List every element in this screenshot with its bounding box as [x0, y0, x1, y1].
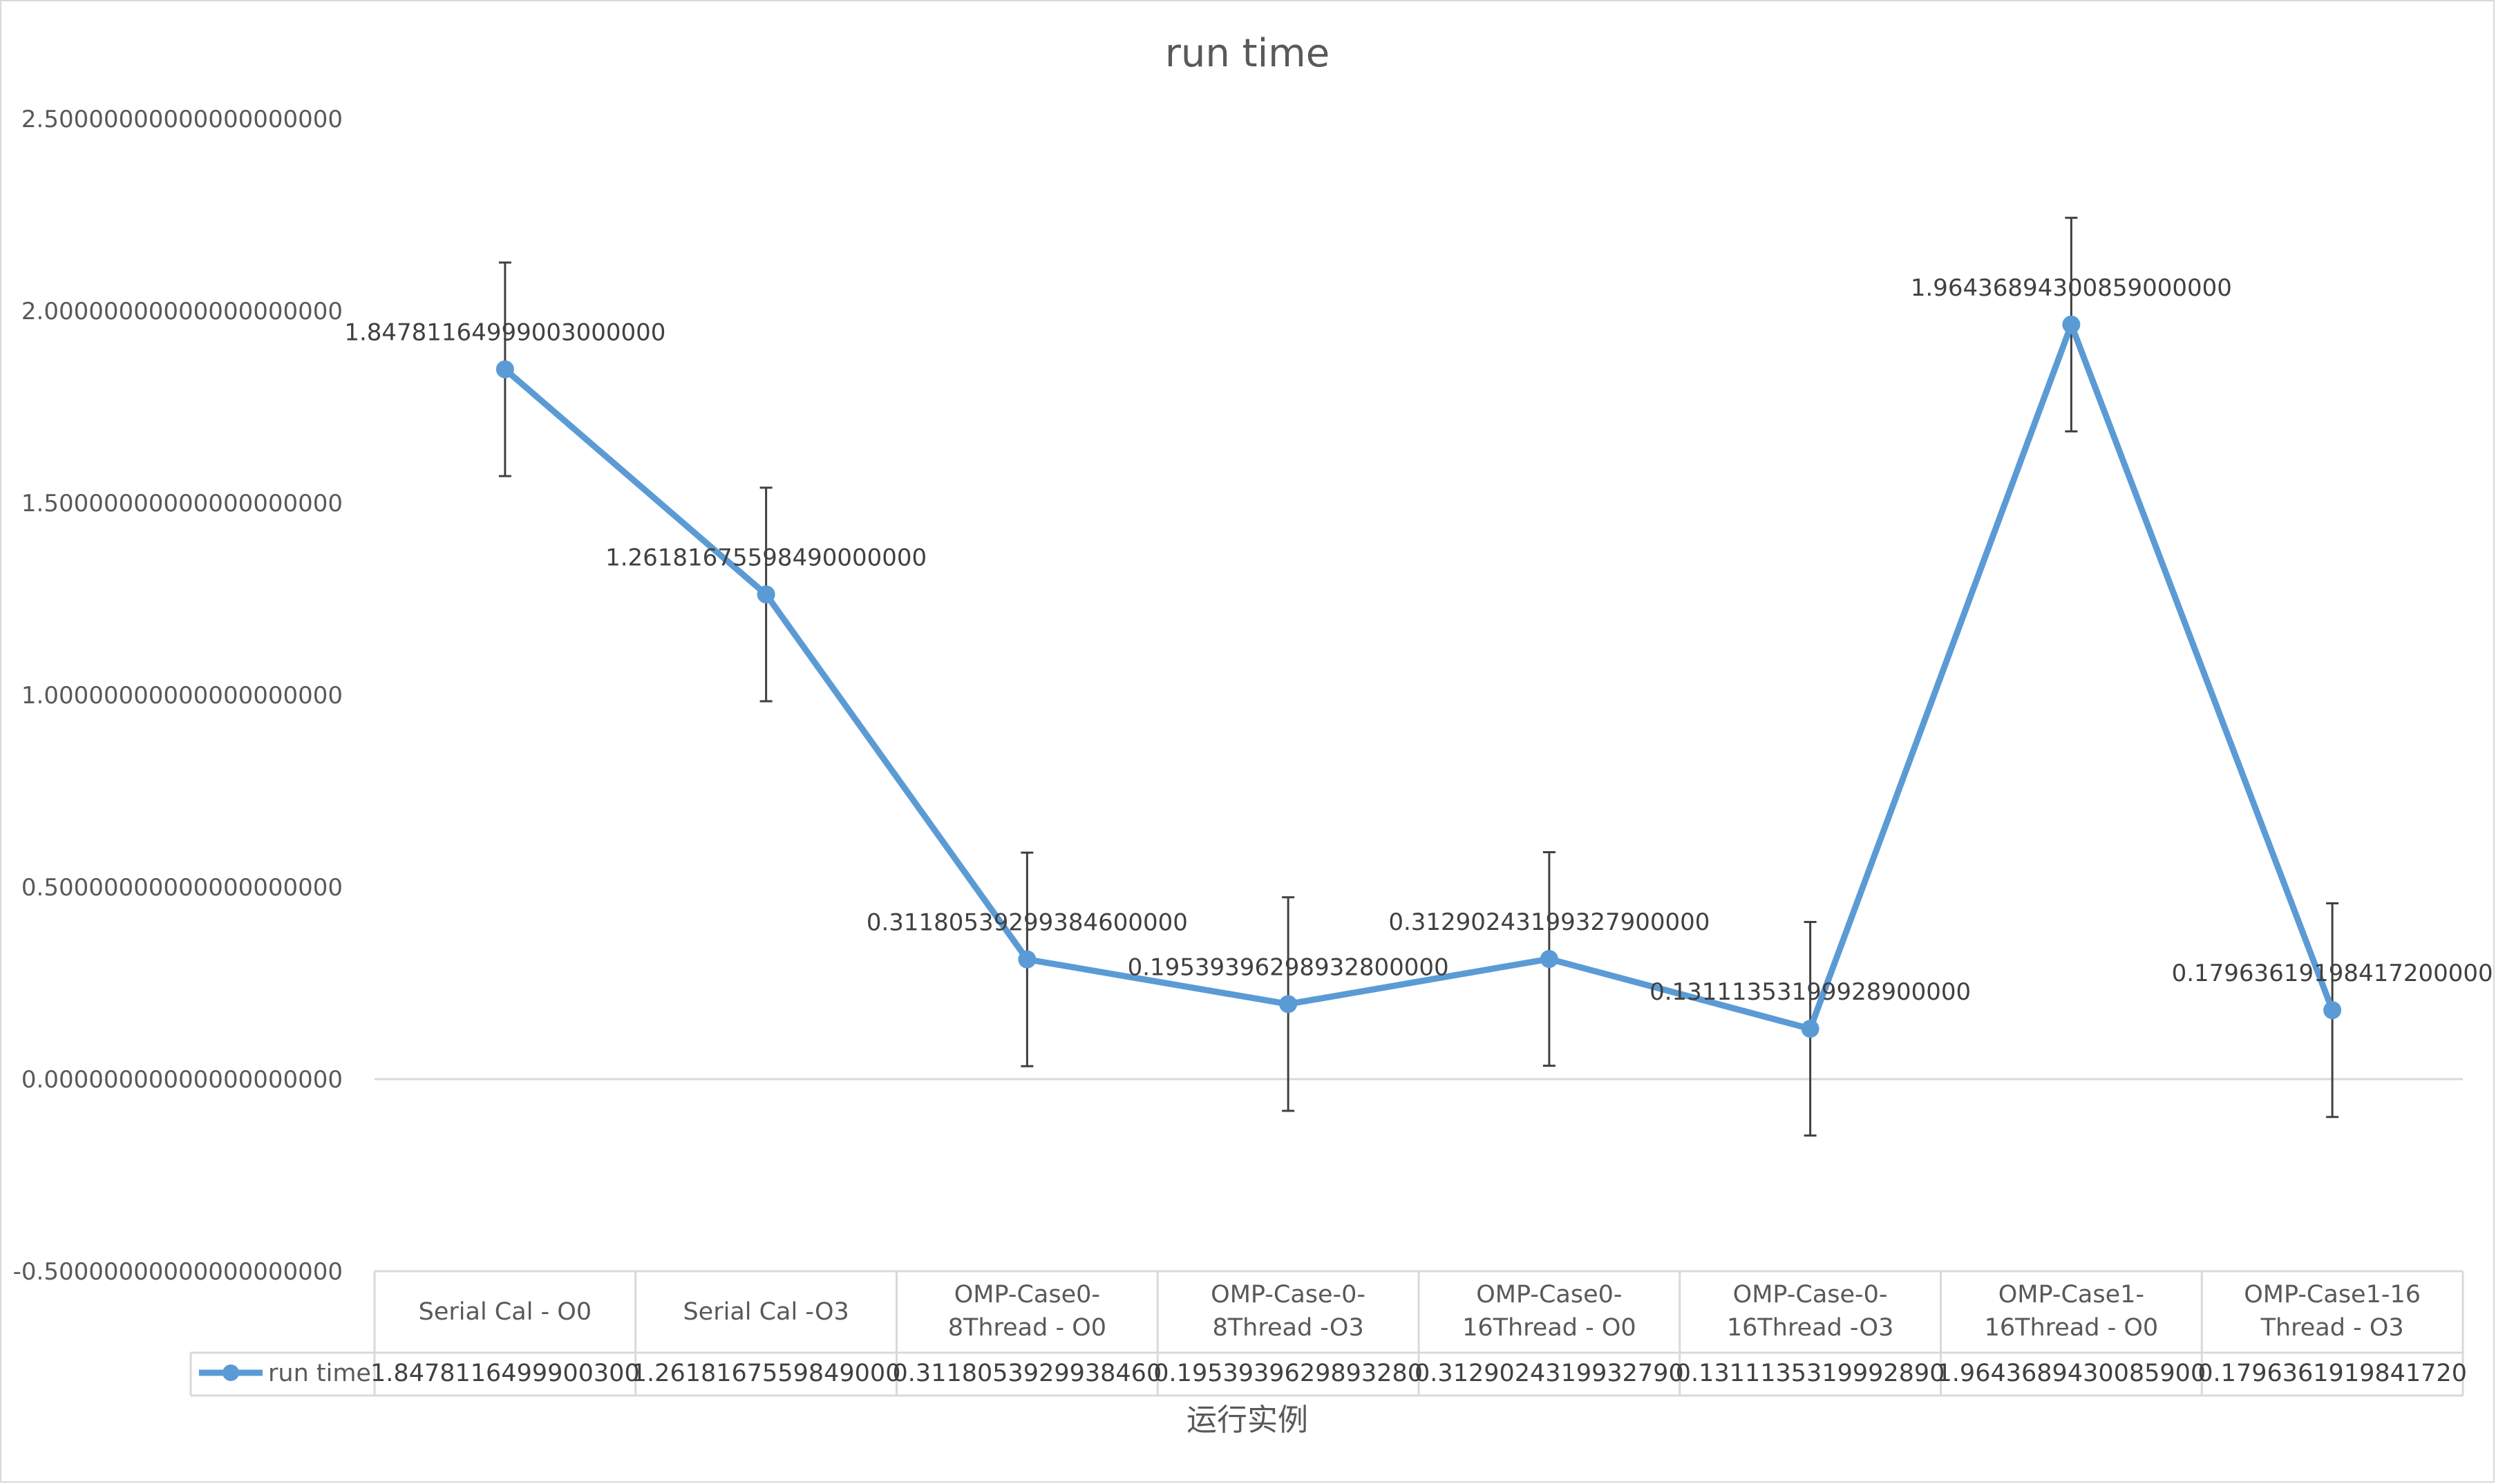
table-value: 0.1311135319992890 — [1676, 1360, 1945, 1387]
category-label: 16Thread - O0 — [1985, 1314, 2159, 1342]
category-label: Serial Cal - O0 — [419, 1298, 592, 1326]
table-value: 0.3118053929938460 — [893, 1360, 1162, 1387]
category-label: 8Thread - O0 — [948, 1314, 1106, 1342]
data-point — [1801, 1020, 1819, 1038]
series-points — [495, 315, 2342, 1038]
category-label: Thread - O3 — [2260, 1314, 2404, 1342]
y-axis-ticks: 2.50000000000000000000 2.0000000000000000… — [13, 106, 343, 1286]
data-point — [1279, 995, 1298, 1014]
legend-series-name: run time — [268, 1360, 371, 1387]
category-label: Serial Cal -O3 — [683, 1298, 849, 1326]
series-line-run-time — [502, 321, 2336, 1032]
data-label: 0.17963619198417200000 — [2172, 960, 2493, 987]
data-point — [1018, 950, 1037, 969]
data-point — [2323, 1001, 2342, 1020]
table-value: 0.1953939629893280 — [1153, 1360, 1423, 1387]
y-tick-label: -0.50000000000000000000 — [13, 1258, 343, 1286]
y-tick-label: 2.50000000000000000000 — [21, 106, 343, 133]
category-label: OMP-Case0- — [954, 1281, 1100, 1309]
legend-marker — [223, 1364, 239, 1381]
data-label: 0.31180539299384600000 — [867, 909, 1188, 937]
data-point — [495, 360, 514, 379]
category-label: 16Thread -O3 — [1727, 1314, 1893, 1342]
data-label: 1.26181675598490000000 — [605, 544, 927, 571]
data-table: Serial Cal - O0 Serial Cal -O3 OMP-Case0- 8… — [189, 1270, 2467, 1397]
x-axis-title: 运行实例 — [1186, 1402, 1308, 1438]
data-labels: 1.84781164999003000000 1.2618167559849000… — [344, 274, 2493, 1006]
table-value: 0.1796361919841720 — [2197, 1360, 2467, 1387]
category-label: OMP-Case1- — [1998, 1281, 2144, 1309]
data-point — [757, 585, 775, 604]
category-label: OMP-Case0- — [1476, 1281, 1622, 1309]
data-point — [2062, 315, 2081, 334]
y-tick-label: 1.00000000000000000000 — [21, 682, 343, 710]
category-label: 16Thread - O0 — [1462, 1314, 1636, 1342]
y-tick-label: 2.00000000000000000000 — [21, 298, 343, 325]
table-value: 1.2618167559849000 — [632, 1360, 901, 1387]
y-tick-label: 1.50000000000000000000 — [21, 490, 343, 517]
table-value: 1.8478116499900300 — [370, 1360, 640, 1387]
data-label: 0.19539396298932800000 — [1128, 953, 1449, 981]
category-label: OMP-Case1-16 — [2244, 1281, 2421, 1309]
data-label: 1.84781164999003000000 — [344, 319, 665, 347]
data-label: 0.31290243199327900000 — [1388, 909, 1710, 936]
category-label: OMP-Case-0- — [1211, 1281, 1365, 1309]
data-point — [1540, 950, 1558, 969]
table-value: 0.3129024319932790 — [1415, 1360, 1684, 1387]
data-label: 1.96436894300859000000 — [1911, 274, 2232, 302]
chart-title: run time — [1165, 31, 1330, 76]
category-label: 8Thread -O3 — [1213, 1314, 1364, 1342]
y-tick-label: 0.50000000000000000000 — [21, 874, 343, 902]
table-value: 1.9643689430085900 — [1937, 1360, 2206, 1387]
y-tick-label: 0.00000000000000000000 — [21, 1066, 343, 1094]
data-label: 0.13111353199928900000 — [1649, 978, 1971, 1006]
category-label: OMP-Case-0- — [1733, 1281, 1888, 1309]
